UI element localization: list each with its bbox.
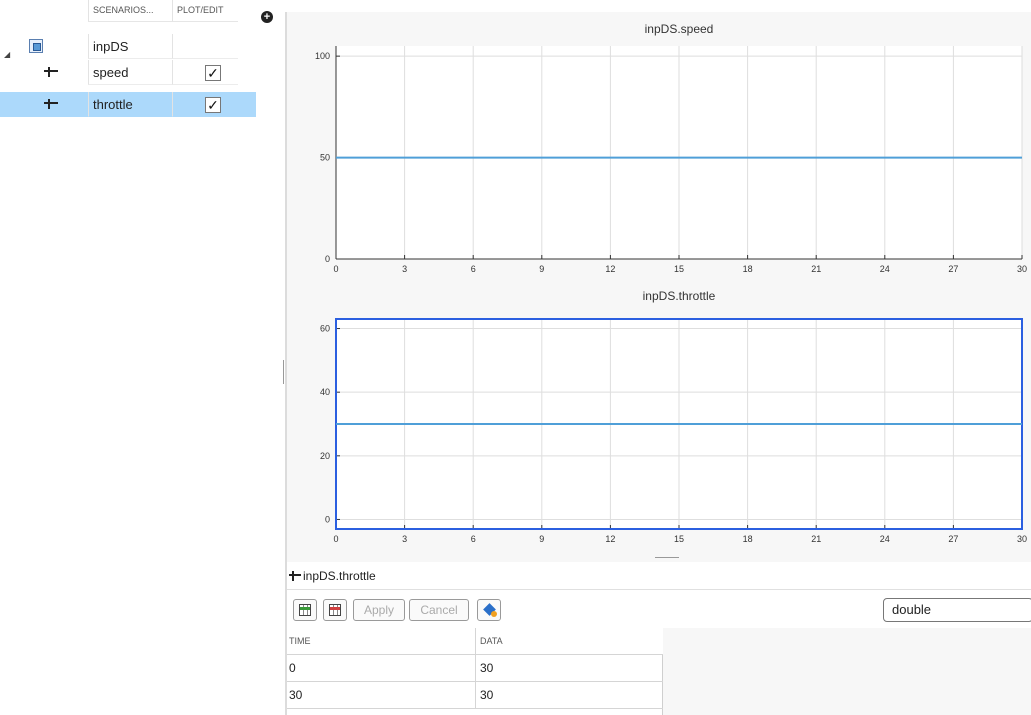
table-empty-area [663,628,1031,715]
x-tick-label: 0 [333,534,338,544]
x-tick-label: 15 [674,264,684,274]
column-header-plot-edit[interactable]: PLOT/EDIT [172,0,238,22]
chart-title: inpDS.throttle [643,289,716,303]
data-cell[interactable]: 30 [475,682,663,708]
y-tick-label: 60 [320,324,330,334]
column-header-data[interactable]: DATA [475,628,663,654]
y-tick-label: 50 [320,153,330,163]
x-tick-label: 18 [743,534,753,544]
x-tick-label: 21 [811,264,821,274]
x-tick-label: 21 [811,534,821,544]
x-tick-label: 18 [743,264,753,274]
fill-tool-button[interactable] [477,599,501,621]
x-tick-label: 9 [539,264,544,274]
time-cell[interactable]: 0 [289,661,296,675]
data-table: TIME DATA 0 30 30 30 [287,628,663,715]
data-toolbar: Apply Cancel double [287,592,1031,628]
x-tick-label: 24 [880,264,890,274]
fill-icon [483,603,497,617]
tree-row-speed[interactable]: speed ✓ [0,60,256,85]
y-tick-label: 100 [315,51,330,61]
x-tick-label: 24 [880,534,890,544]
x-tick-label: 9 [539,534,544,544]
cancel-button[interactable]: Cancel [409,599,469,621]
table-row[interactable]: 0 30 [287,655,663,682]
selected-signal-label: inpDS.throttle [303,569,376,583]
plot-edit-checkbox-speed[interactable]: ✓ [205,65,221,81]
scenario-tree: SCENARIOS... PLOT/EDIT ◢ inpDS speed ✓ t… [0,0,256,118]
x-tick-label: 30 [1017,264,1027,274]
table-header: TIME DATA [287,628,663,655]
signal-icon [44,67,58,77]
apply-button[interactable]: Apply [353,599,405,621]
x-tick-label: 3 [402,264,407,274]
plot-edit-cell [172,34,238,59]
column-header-time[interactable]: TIME [289,636,311,646]
delete-row-button[interactable] [323,599,347,621]
vertical-splitter-grip[interactable] [283,360,284,384]
x-tick-label: 3 [402,534,407,544]
plot-edit-cell: ✓ [172,92,238,117]
signal-icon [44,99,58,109]
y-tick-label: 0 [325,514,330,524]
data-cell[interactable]: 30 [475,655,663,681]
add-scenario-button[interactable]: + [261,11,273,23]
tree-header: SCENARIOS... PLOT/EDIT [0,0,256,22]
x-tick-label: 30 [1017,534,1027,544]
chart-speed[interactable]: inpDS.speed 0 3 6 9 12 15 18 21 24 27 30 0 50 100 [287,12,1031,284]
y-tick-label: 20 [320,451,330,461]
x-tick-label: 15 [674,534,684,544]
x-tick-label: 12 [605,264,615,274]
x-tick-label: 27 [948,264,958,274]
y-tick-label: 40 [320,387,330,397]
horizontal-splitter-grip[interactable] [655,557,679,558]
x-tick-label: 6 [471,534,476,544]
dataset-icon [29,39,43,53]
x-tick-label: 27 [948,534,958,544]
plot-edit-cell: ✓ [172,60,238,85]
time-cell[interactable]: 30 [289,688,303,702]
insert-row-button[interactable] [293,599,317,621]
x-tick-label: 6 [471,264,476,274]
signal-icon [289,571,301,581]
plot-edit-checkbox-throttle[interactable]: ✓ [205,97,221,113]
data-type-select[interactable]: double [883,598,1031,622]
column-header-scenarios[interactable]: SCENARIOS... [88,0,172,22]
insert-row-icon [299,604,311,616]
chart-throttle[interactable]: inpDS.throttle 0 3 6 9 12 15 18 21 24 27 30 0 20 40 60 [287,284,1031,562]
tree-row-throttle[interactable]: throttle ✓ [0,92,256,117]
chart-title: inpDS.speed [645,22,714,36]
tree-row-label: throttle [88,92,172,117]
tree-row-label: inpDS [88,34,172,59]
vertical-splitter[interactable] [285,12,287,715]
x-tick-label: 0 [333,264,338,274]
y-tick-label: 0 [325,254,330,264]
tree-row-inpDS[interactable]: ◢ inpDS [0,34,256,59]
selected-signal-bar: inpDS.throttle [287,562,1031,590]
tree-row-label: speed [88,60,172,85]
x-tick-label: 12 [605,534,615,544]
expand-triangle-icon[interactable]: ◢ [4,50,11,59]
table-row[interactable]: 30 30 [287,682,663,709]
delete-row-icon [329,604,341,616]
